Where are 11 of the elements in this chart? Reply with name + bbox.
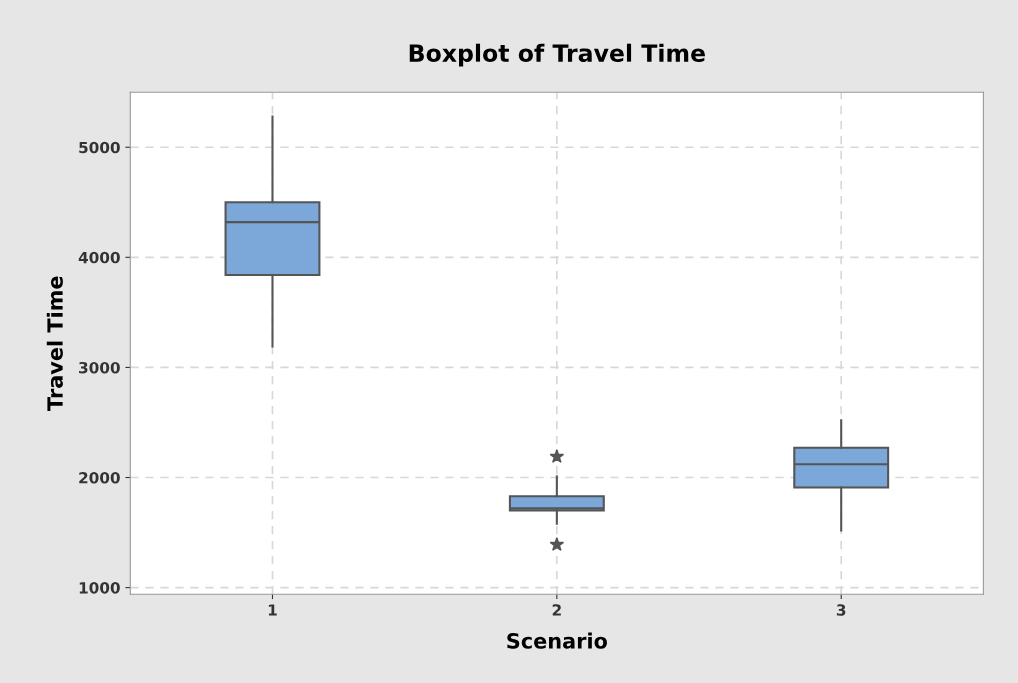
x-tick-label: 2 <box>552 604 561 616</box>
y-tick-label: 1000 <box>79 582 120 594</box>
x-tick-label: 3 <box>836 604 846 616</box>
x-tick-label: 1 <box>268 604 277 616</box>
x-axis-title: Scenario <box>507 632 607 649</box>
chart-title: Boxplot of Travel Time <box>409 43 705 67</box>
y-tick-label: 2000 <box>79 471 120 484</box>
y-tick-label: 5000 <box>79 141 120 154</box>
y-tick-label: 4000 <box>78 251 120 264</box>
y-tick-label: 3000 <box>79 361 120 374</box>
y-axis-title: Travel Time <box>46 276 63 411</box>
